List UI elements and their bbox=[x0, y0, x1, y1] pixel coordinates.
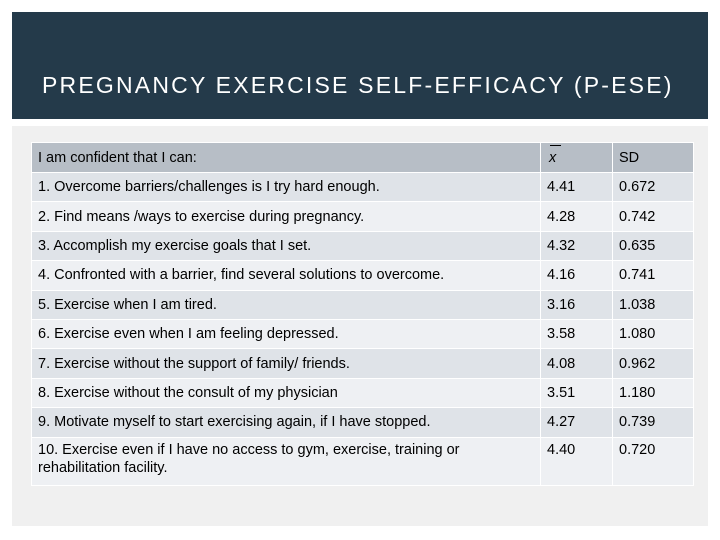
sd-cell: 1.180 bbox=[612, 377, 694, 409]
mean-cell: 4.40 bbox=[540, 436, 613, 486]
self-efficacy-table: I am confident that I can: x SD 1. Overc… bbox=[31, 142, 694, 486]
item-cell: 9. Motivate myself to start exercising a… bbox=[31, 407, 541, 438]
table-row: 4. Confronted with a barrier, find sever… bbox=[31, 260, 694, 291]
mean-cell: 3.16 bbox=[540, 289, 613, 320]
header-item: I am confident that I can: bbox=[31, 142, 541, 173]
table-row: 8. Exercise without the consult of my ph… bbox=[31, 377, 694, 409]
sd-cell: 0.635 bbox=[612, 230, 694, 262]
item-cell: 4. Confronted with a barrier, find sever… bbox=[31, 260, 541, 291]
mean-cell: 4.08 bbox=[540, 348, 613, 379]
sd-cell: 0.739 bbox=[612, 407, 694, 438]
sd-cell: 1.080 bbox=[612, 318, 694, 350]
table-row: 7. Exercise without the support of famil… bbox=[31, 348, 694, 379]
item-cell: 6. Exercise even when I am feeling depre… bbox=[31, 318, 541, 350]
table-row: 3. Accomplish my exercise goals that I s… bbox=[31, 230, 694, 262]
header-mean: x bbox=[540, 142, 613, 173]
item-cell: 1. Overcome barriers/challenges is I try… bbox=[31, 171, 541, 203]
sd-cell: 0.741 bbox=[612, 260, 694, 291]
sd-cell: 0.742 bbox=[612, 201, 694, 232]
table-row: 9. Motivate myself to start exercising a… bbox=[31, 407, 694, 438]
item-cell: 10. Exercise even if I have no access to… bbox=[31, 436, 541, 486]
mean-cell: 4.27 bbox=[540, 407, 613, 438]
table-row: 5. Exercise when I am tired. 3.16 1.038 bbox=[31, 289, 694, 320]
item-cell: 3. Accomplish my exercise goals that I s… bbox=[31, 230, 541, 262]
table-row: 6. Exercise even when I am feeling depre… bbox=[31, 318, 694, 350]
mean-cell: 4.16 bbox=[540, 260, 613, 291]
header-sd: SD bbox=[612, 142, 694, 173]
item-cell: 7. Exercise without the support of famil… bbox=[31, 348, 541, 379]
table-row: 10. Exercise even if I have no access to… bbox=[31, 436, 694, 486]
mean-cell: 3.58 bbox=[540, 318, 613, 350]
item-cell: 5. Exercise when I am tired. bbox=[31, 289, 541, 320]
sd-cell: 0.962 bbox=[612, 348, 694, 379]
mean-cell: 4.28 bbox=[540, 201, 613, 232]
item-cell: 2. Find means /ways to exercise during p… bbox=[31, 201, 541, 232]
mean-cell: 4.41 bbox=[540, 171, 613, 203]
slide-title: PREGNANCY EXERCISE SELF-EFFICACY (P-ESE) bbox=[42, 72, 674, 98]
table-header-row: I am confident that I can: x SD bbox=[31, 142, 694, 173]
sd-cell: 1.038 bbox=[612, 289, 694, 320]
mean-symbol: x bbox=[549, 144, 562, 166]
table-row: 1. Overcome barriers/challenges is I try… bbox=[31, 171, 694, 203]
title-bar: PREGNANCY EXERCISE SELF-EFFICACY (P-ESE) bbox=[12, 12, 708, 119]
sd-cell: 0.672 bbox=[612, 171, 694, 203]
mean-cell: 3.51 bbox=[540, 377, 613, 409]
item-cell: 8. Exercise without the consult of my ph… bbox=[31, 377, 541, 409]
table-row: 2. Find means /ways to exercise during p… bbox=[31, 201, 694, 232]
mean-cell: 4.32 bbox=[540, 230, 613, 262]
sd-cell: 0.720 bbox=[612, 436, 694, 486]
